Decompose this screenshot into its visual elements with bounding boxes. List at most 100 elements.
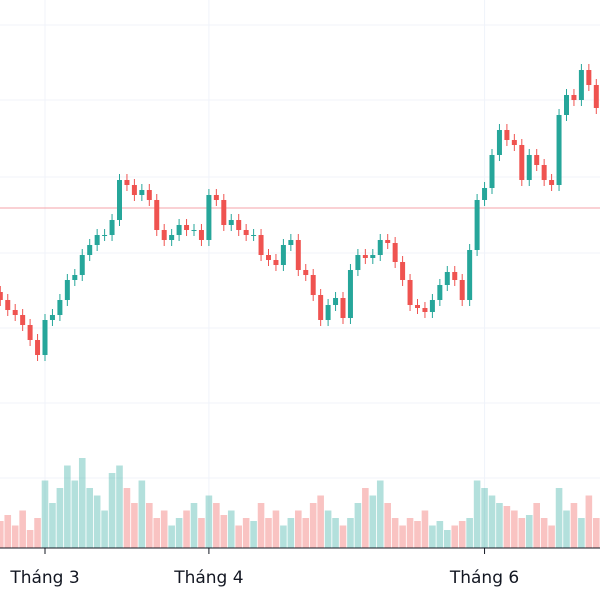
candle-body — [310, 275, 316, 295]
candle-body — [213, 195, 219, 200]
volume-bar — [578, 518, 585, 548]
candle-body — [407, 280, 413, 305]
candle-body — [27, 325, 33, 340]
volume-bar — [175, 518, 183, 548]
volume-bar — [4, 515, 12, 548]
volume-bar — [257, 503, 265, 548]
candle-body — [198, 230, 204, 240]
volume-bar — [421, 510, 429, 548]
candle-body — [20, 315, 26, 325]
candle-body — [139, 190, 145, 195]
volume-bar — [324, 510, 332, 548]
candle-body — [49, 315, 55, 320]
candle-body — [534, 155, 540, 165]
candle-body — [176, 225, 182, 235]
candle-body — [437, 285, 443, 300]
candle-body — [169, 235, 175, 240]
volume-bar — [213, 503, 220, 548]
volume-bar — [138, 480, 146, 548]
candle-body — [467, 250, 473, 300]
volume-bar — [11, 525, 19, 548]
volume-bar — [399, 525, 406, 548]
candle-body — [12, 310, 18, 315]
volume-bar — [339, 525, 347, 548]
candle-body — [340, 298, 346, 318]
candle-body — [303, 270, 309, 275]
volume-bar — [71, 480, 79, 548]
x-tick-label: Tháng 4 — [173, 568, 243, 588]
volume-bar — [384, 503, 391, 548]
volume-bar — [309, 503, 317, 548]
candle-body — [318, 295, 324, 320]
candle-body — [511, 140, 517, 145]
volume-bar — [406, 518, 414, 548]
candle-body — [422, 308, 428, 312]
volume-bar — [347, 518, 354, 548]
candle-body — [459, 280, 465, 300]
candle-body — [57, 300, 63, 315]
candle-body — [347, 270, 353, 318]
candle-body — [496, 130, 502, 155]
candle-body — [415, 305, 420, 308]
volume-bar — [19, 510, 26, 548]
volume-bar — [56, 488, 64, 548]
volume-bar — [86, 488, 93, 548]
x-tick-label: Tháng 6 — [449, 568, 519, 588]
candle-body — [258, 235, 264, 255]
candle-body — [117, 180, 122, 220]
candle-body — [236, 220, 242, 230]
candle-body — [370, 255, 376, 258]
volume-bar — [250, 521, 257, 548]
candle-body — [541, 165, 547, 180]
candle-body — [124, 180, 130, 185]
volume-bar — [198, 518, 205, 548]
candle-body — [146, 190, 152, 200]
candle-body — [191, 230, 197, 231]
volume-bar — [503, 506, 511, 548]
volume-bar — [436, 521, 444, 548]
volume-bar — [362, 488, 369, 548]
volume-bar — [0, 521, 4, 548]
candle-body — [392, 243, 398, 262]
volume-bar — [295, 510, 302, 548]
volume-bar — [429, 525, 436, 548]
volume-bar — [49, 503, 56, 548]
candle-body — [266, 255, 271, 260]
candle-body — [444, 272, 450, 285]
volume-bar — [451, 525, 459, 548]
volume-bar — [466, 518, 473, 548]
candle-body — [228, 220, 234, 225]
candle-body — [325, 305, 331, 320]
candle-body — [429, 300, 435, 312]
candle-body — [519, 145, 525, 180]
candle-body — [355, 255, 361, 270]
volume-bar — [525, 515, 533, 548]
candle-body — [377, 240, 383, 255]
candle-body — [295, 240, 301, 270]
candle-body — [72, 275, 78, 280]
candle-body — [5, 300, 11, 310]
candle-body — [64, 280, 70, 300]
candle-body — [452, 272, 458, 280]
volume-bar — [227, 510, 235, 548]
candle-body — [280, 245, 286, 265]
volume-bar — [116, 465, 123, 548]
volume-bar — [220, 515, 228, 548]
volume-bar — [540, 518, 548, 548]
candle-body — [184, 225, 190, 230]
candle-body — [504, 130, 510, 140]
volume-bar — [376, 480, 384, 548]
volume-bar — [391, 518, 399, 548]
volume-bar — [242, 518, 250, 548]
volume-bar — [108, 473, 116, 548]
volume-bar — [280, 525, 287, 548]
volume-bar — [570, 503, 578, 548]
volume-bar — [481, 488, 488, 548]
candle-body — [288, 240, 294, 245]
volume-bar — [235, 525, 242, 548]
volume-bar — [93, 495, 101, 548]
volume-bar — [287, 518, 295, 548]
candle-body — [79, 255, 85, 275]
